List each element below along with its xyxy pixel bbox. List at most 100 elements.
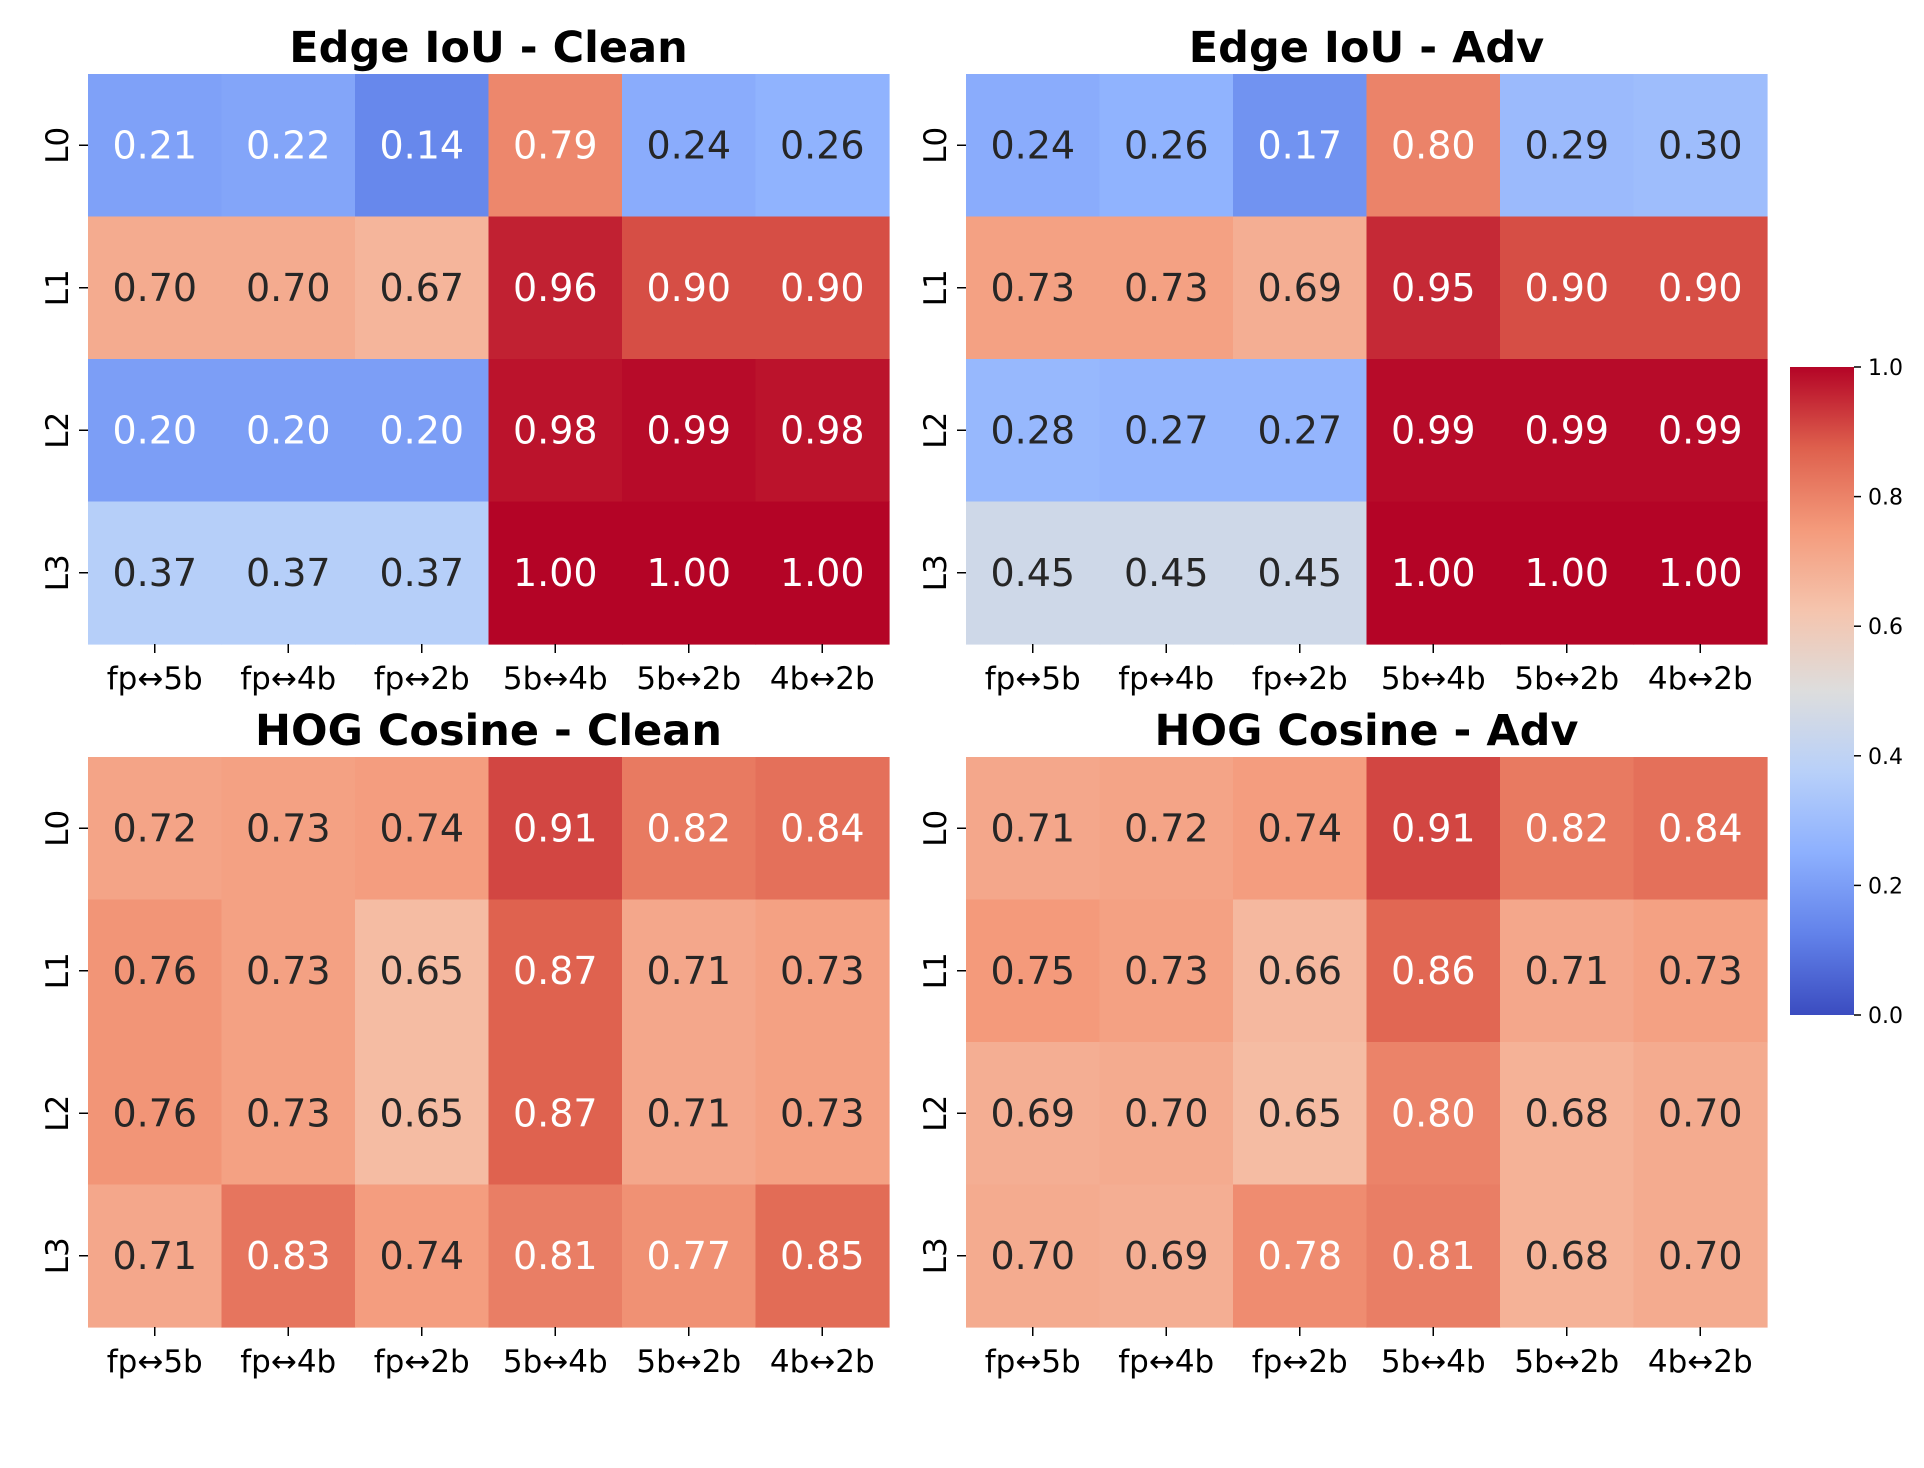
cell-value-label: 0.71 xyxy=(646,1091,731,1135)
cell-value-label: 0.73 xyxy=(990,266,1075,310)
colorbar-tick-label: 0.8 xyxy=(1868,486,1903,511)
cell-value-label: 0.73 xyxy=(1124,266,1209,310)
cell-value-label: 0.90 xyxy=(1524,266,1609,310)
heatmap-cell xyxy=(355,216,490,360)
y-tick-label: L2 xyxy=(40,1095,76,1132)
cell-value-label: 0.20 xyxy=(379,408,464,452)
x-tick-label: 5b↔4b xyxy=(503,1344,608,1380)
x-tick-label: fp↔4b xyxy=(1118,661,1214,697)
x-tick-label: 5b↔2b xyxy=(636,1344,741,1380)
heatmap-cell xyxy=(1633,359,1768,503)
cell-value-label: 0.99 xyxy=(646,408,731,452)
cell-value-label: 0.91 xyxy=(513,806,598,850)
x-tick-label: fp↔2b xyxy=(374,1344,470,1380)
cell-value-label: 0.82 xyxy=(1524,806,1609,850)
cell-value-label: 0.27 xyxy=(1124,408,1209,452)
cell-value-label: 0.71 xyxy=(646,949,731,993)
heatmap-cell xyxy=(221,74,356,218)
cell-value-label: 0.26 xyxy=(780,123,865,167)
y-tick-label: L3 xyxy=(40,554,76,591)
heatmap-cell xyxy=(1633,501,1768,645)
heatmap-cell xyxy=(1500,216,1635,360)
heatmap-cell xyxy=(1233,899,1368,1043)
heatmap-cell xyxy=(966,899,1101,1043)
x-tick-label: 4b↔2b xyxy=(770,661,875,697)
y-tick-label: L3 xyxy=(40,1237,76,1274)
cell-value-label: 0.45 xyxy=(1257,551,1342,595)
x-tick-label: fp↔4b xyxy=(240,661,336,697)
x-tick-label: fp↔2b xyxy=(1252,661,1348,697)
cell-value-label: 0.74 xyxy=(1257,806,1342,850)
heatmap-cell xyxy=(1233,757,1368,901)
colorbar-tick-label: 0.2 xyxy=(1868,874,1903,899)
heatmap-cell xyxy=(622,74,757,218)
y-tick-label: L0 xyxy=(918,810,954,847)
cell-value-label: 0.74 xyxy=(379,806,464,850)
heatmap-cell xyxy=(755,359,890,503)
cell-value-label: 0.73 xyxy=(780,949,865,993)
heatmap-cell xyxy=(1500,74,1635,218)
cell-value-label: 0.37 xyxy=(112,551,197,595)
y-tick-label: L2 xyxy=(918,412,954,449)
cell-value-label: 0.86 xyxy=(1391,949,1476,993)
heatmap-cell xyxy=(1366,359,1501,503)
heatmap-panel: Edge IoU - Adv 0.24 0.26 0.17 0.80 0.29 0.30 0.… xyxy=(918,23,1768,697)
y-tick-label: L0 xyxy=(918,127,954,164)
cell-value-label: 0.81 xyxy=(513,1234,598,1278)
heatmap-cell xyxy=(88,359,223,503)
x-tick-label: 5b↔4b xyxy=(1381,661,1486,697)
heatmap-cell xyxy=(488,1042,623,1186)
cell-value-label: 0.30 xyxy=(1658,123,1743,167)
cell-value-label: 0.20 xyxy=(112,408,197,452)
y-tick-label: L0 xyxy=(40,127,76,164)
heatmap-cell xyxy=(488,74,623,218)
heatmap-cell xyxy=(966,1184,1101,1328)
cell-value-label: 0.90 xyxy=(780,266,865,310)
cell-value-label: 0.99 xyxy=(1658,408,1743,452)
heatmap-cell xyxy=(1366,216,1501,360)
heatmap-cell xyxy=(1366,1184,1501,1328)
heatmap-cell xyxy=(88,1184,223,1328)
heatmap-cell xyxy=(1366,501,1501,645)
cell-value-label: 0.73 xyxy=(246,806,331,850)
heatmap-panels: Edge IoU - Clean 0.21 0.22 0.14 0.79 0.24 0.26… xyxy=(40,23,1768,1380)
cell-value-label: 0.67 xyxy=(379,266,464,310)
heatmap-cell xyxy=(1099,899,1234,1043)
cell-value-label: 0.99 xyxy=(1391,408,1476,452)
cell-value-label: 0.90 xyxy=(646,266,731,310)
x-tick-label: 4b↔2b xyxy=(1648,661,1753,697)
x-tick-label: 5b↔4b xyxy=(503,661,608,697)
heatmap-cell xyxy=(622,1184,757,1328)
cell-value-label: 0.45 xyxy=(1124,551,1209,595)
colorbar-tick-label: 1.0 xyxy=(1868,356,1903,381)
cell-value-label: 0.78 xyxy=(1257,1234,1342,1278)
heatmap-cell xyxy=(1500,501,1635,645)
cell-value-label: 1.00 xyxy=(1391,551,1476,595)
heatmap-cell xyxy=(755,216,890,360)
heatmap-cell xyxy=(488,501,623,645)
heatmap-cell xyxy=(1500,1042,1635,1186)
heatmap-cell xyxy=(1099,74,1234,218)
x-tick-label: fp↔5b xyxy=(107,661,203,697)
heatmap-cell xyxy=(1099,501,1234,645)
cell-value-label: 0.70 xyxy=(990,1234,1075,1278)
colorbar-tick-label: 0.4 xyxy=(1868,745,1903,770)
heatmap-cell xyxy=(622,757,757,901)
heatmap-cell xyxy=(755,1042,890,1186)
heatmap-cell xyxy=(88,1042,223,1186)
heatmap-cell xyxy=(966,216,1101,360)
y-tick-label: L1 xyxy=(40,269,76,306)
heatmap-cell xyxy=(355,899,490,1043)
y-tick-label: L2 xyxy=(918,1095,954,1132)
heatmap-cell xyxy=(622,359,757,503)
y-tick-label: L1 xyxy=(918,952,954,989)
panel-title: Edge IoU - Clean xyxy=(289,23,687,73)
colorbar-tick-label: 0.6 xyxy=(1868,615,1903,640)
heatmap-cell xyxy=(755,899,890,1043)
cell-value-label: 0.69 xyxy=(990,1091,1075,1135)
cell-value-label: 0.79 xyxy=(513,123,598,167)
heatmap-cell xyxy=(488,899,623,1043)
cell-value-label: 0.70 xyxy=(1658,1091,1743,1135)
heatmap-cell xyxy=(755,757,890,901)
